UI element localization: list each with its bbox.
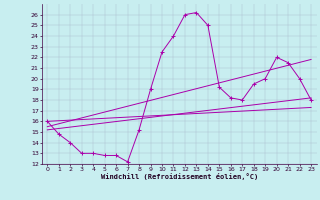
- X-axis label: Windchill (Refroidissement éolien,°C): Windchill (Refroidissement éolien,°C): [100, 173, 258, 180]
